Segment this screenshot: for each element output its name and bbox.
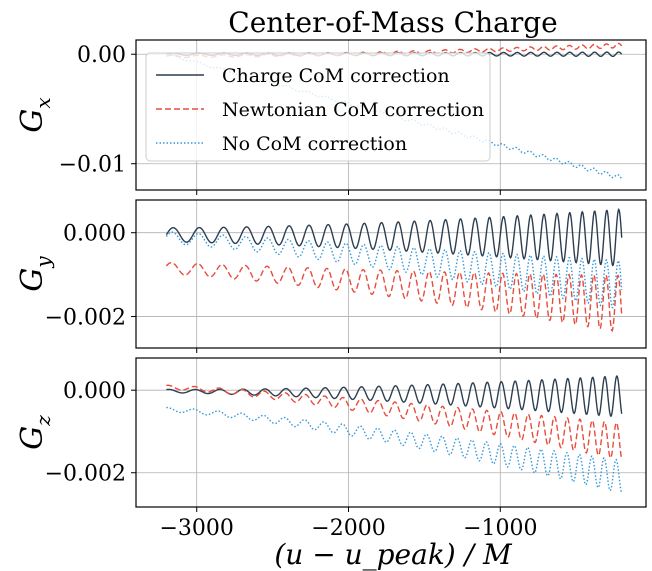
y-tick-label: 0.000 <box>63 379 126 404</box>
series-line <box>165 207 623 267</box>
y-axis-label-main: G <box>15 268 50 292</box>
legend-label: Newtonian CoM correction <box>222 99 484 121</box>
panel-frame <box>135 39 647 191</box>
y-tick-label: 0.00 <box>77 43 126 68</box>
series-group <box>166 375 623 494</box>
y-axis-label-sub: x <box>31 97 55 108</box>
series-line <box>165 231 623 309</box>
x-tick-label: −1000 <box>463 516 537 541</box>
chart-title: Center-of-Mass Charge <box>228 6 557 39</box>
panel-z: 0.000 −0.002 −3000 −2000 −1000 Gz <box>15 357 647 541</box>
y-tick-label: −0.002 <box>45 462 126 487</box>
y-axis-label-sub: z <box>31 415 55 427</box>
y-axis-label: Gy <box>15 256 55 292</box>
panel-y: 0.000 −0.002 Gy <box>15 199 647 353</box>
x-axis-label: (u − u_peak) / M <box>274 538 513 571</box>
y-tick-label: 0.000 <box>63 222 126 247</box>
y-axis-label-sub: y <box>31 256 55 269</box>
x-tick-label: −3000 <box>160 516 234 541</box>
series-line <box>166 53 623 180</box>
panel-frame <box>135 357 647 508</box>
series-line <box>165 261 623 333</box>
series-line <box>166 406 623 494</box>
y-axis-label: Gz <box>15 415 55 450</box>
legend-box <box>145 52 491 162</box>
legend: Charge CoM correction Newtonian CoM corre… <box>145 52 491 162</box>
legend-label: Charge CoM correction <box>222 65 450 87</box>
y-tick-label: −0.01 <box>59 153 126 178</box>
series-line <box>166 384 623 460</box>
y-axis-label-main: G <box>15 109 50 133</box>
y-axis-label-main: G <box>15 426 50 450</box>
x-axis-label-text: (u − u_peak) / M <box>274 538 513 571</box>
series-line <box>166 375 623 417</box>
x-tick-label: −2000 <box>311 516 385 541</box>
y-axis-label: Gx <box>15 97 55 132</box>
series-group <box>165 207 623 333</box>
y-tick-label: −0.002 <box>45 306 126 331</box>
legend-label: No CoM correction <box>222 133 407 155</box>
panel-frame <box>135 199 647 349</box>
